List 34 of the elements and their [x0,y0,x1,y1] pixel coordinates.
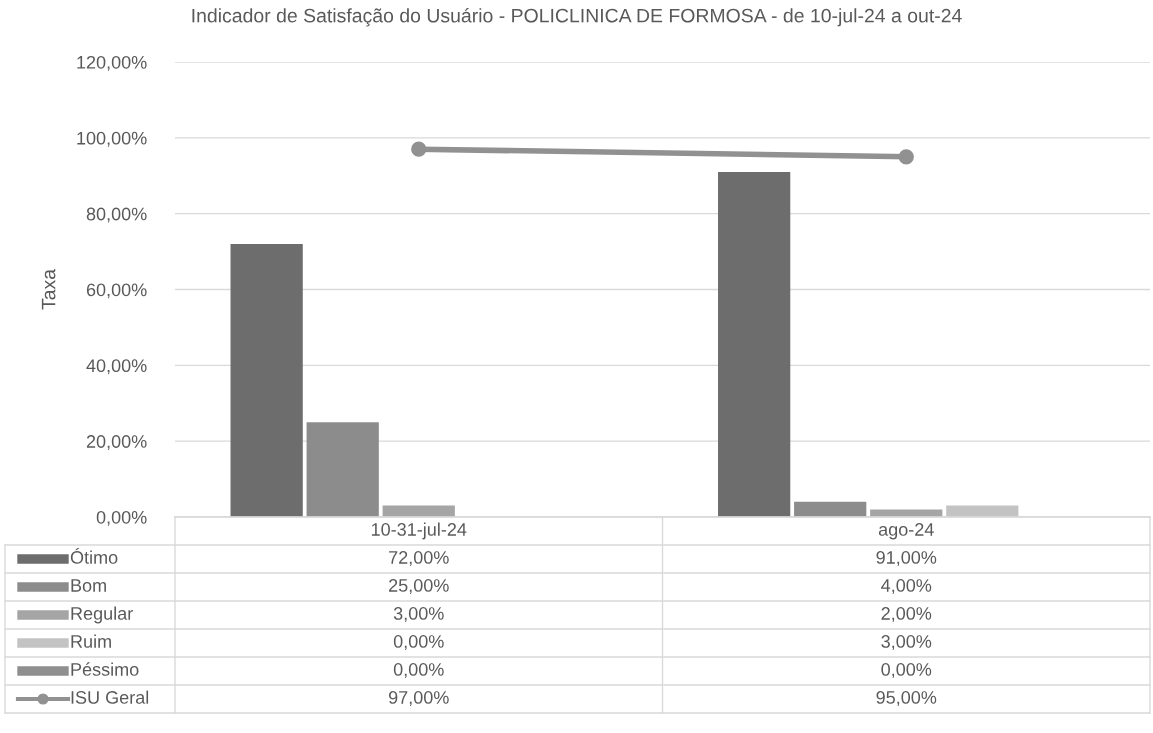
y-tick-label: 100,00% [77,131,147,147]
bar [718,171,791,517]
data-label: 95,00% [876,691,937,706]
data-label: 4,00% [881,579,932,594]
x-tick-label: 10-31-jul-24 [371,522,467,540]
y-tick-label: 80,00% [86,207,147,223]
data-label: 97,00% [388,691,449,706]
data-label: 0,00% [393,663,444,678]
y-tick-label: 0,00% [96,510,147,526]
data-label: 91,00% [876,551,937,566]
legend-label: Bom [71,579,106,592]
bar [230,244,303,517]
chart-title: Indicador de Satisfação do Usuário - POLICLINICA DE FORMOSA - de 10-jul-24 a out-24 [192,8,962,27]
bar [794,501,867,517]
legend-label: Ótimo [70,548,118,564]
legend-label: Péssimo [71,662,139,676]
data-label: 2,00% [881,607,932,622]
legend-label: Ruim [71,634,111,648]
x-tick-label: ago-24 [878,523,934,540]
data-label: 72,00% [389,551,449,566]
y-tick-label: 120,00% [77,55,147,71]
data-label: 0,00% [881,663,932,678]
data-label: 0,00% [393,635,444,650]
y-tick-label: 60,00% [86,283,147,299]
data-label: 3,00% [881,635,932,650]
legend-label: Regular [71,606,133,624]
bar [306,422,379,517]
legend-label: ISU Geral [71,690,149,704]
y-tick-label: 40,00% [86,359,147,375]
bar [870,509,943,517]
y-tick-label: 20,00% [86,435,147,451]
y-axis-title: Taxa [41,268,56,310]
data-label: 3,00% [393,607,444,622]
data-label: 25,00% [389,579,449,594]
